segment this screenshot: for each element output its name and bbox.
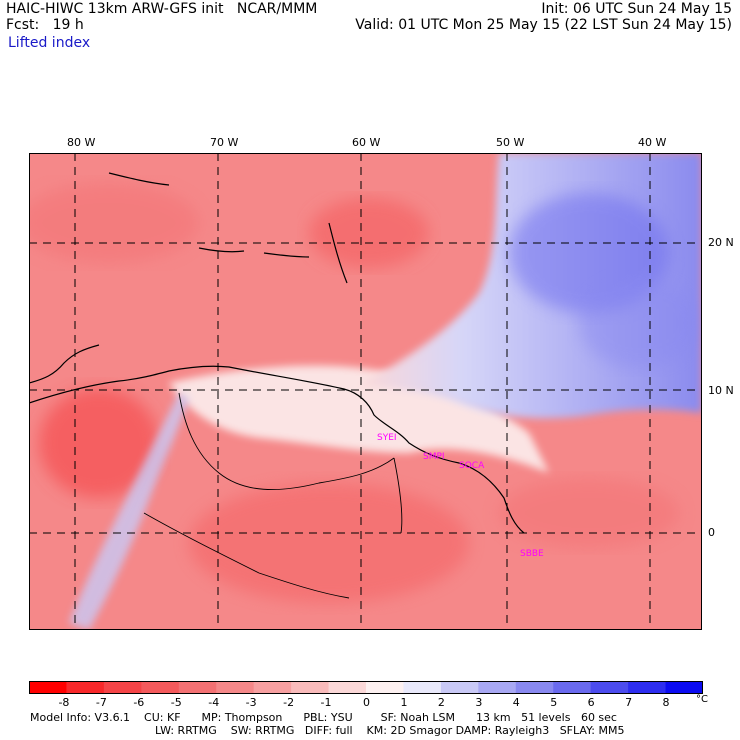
lat-label-10n: 10 N — [708, 384, 734, 397]
init-time: Init: 06 UTC Sun 24 May 15 — [541, 1, 732, 17]
station-label-syei: SYEI — [377, 433, 397, 443]
lat-label-20n: 20 N — [708, 236, 734, 249]
color-scale-tick-label: -6 — [133, 696, 145, 709]
lat-lon-grid — [29, 153, 702, 630]
color-scale-unit: °C — [696, 694, 708, 705]
color-scale-tick-label: 6 — [587, 696, 595, 709]
station-label-smpi: SMPI — [423, 452, 445, 462]
andes-stable-streak — [69, 393, 189, 630]
station-label-soca: SOCA — [459, 461, 485, 471]
color-scale-segment — [328, 681, 367, 694]
field-name: Lifted index — [8, 35, 91, 51]
blue-core-2 — [579, 278, 699, 368]
color-scale-tick-label: -7 — [95, 696, 107, 709]
forecast-hour: Fcst: 19 h — [6, 17, 84, 33]
valid-time: Valid: 01 UTC Mon 25 May 15 (22 LST Sun … — [355, 17, 732, 33]
color-scale-tick-label: 4 — [512, 696, 520, 709]
model-info-line-2: LW: RRTMG SW: RRTMG DIFF: full KM: 2D Sm… — [155, 724, 625, 737]
color-scale-tick-label: 2 — [437, 696, 445, 709]
coastline-south-america — [29, 365, 525, 534]
color-scale-segment — [103, 681, 142, 694]
color-scale-segment — [178, 681, 217, 694]
unstable-patch-brazil-coast — [499, 478, 679, 548]
unstable-patch-caribbean — [309, 198, 429, 268]
color-scale-segment — [216, 681, 255, 694]
lon-label-70w: 70 W — [210, 136, 239, 149]
lon-label-50w: 50 W — [496, 136, 525, 149]
color-scale-tick-label: 3 — [475, 696, 483, 709]
color-scale-tick-label: 7 — [625, 696, 633, 709]
color-scale-segment — [253, 681, 292, 694]
model-info-line-1: Model Info: V3.6.1 CU: KF MP: Thompson P… — [30, 711, 617, 724]
station-label-sbbe: SBBE — [520, 549, 544, 559]
color-scale-tick-label: -5 — [170, 696, 182, 709]
color-scale-segment — [665, 681, 703, 694]
color-scale-segment — [628, 681, 667, 694]
color-scale-segment — [440, 681, 479, 694]
coastline-central-america — [29, 344, 100, 384]
color-scale-tick-label: -3 — [245, 696, 257, 709]
color-scale-segment — [291, 681, 330, 694]
light-band — [169, 365, 549, 473]
color-scale-tick-label: 0 — [363, 696, 370, 709]
color-scale-segment — [478, 681, 517, 694]
color-scale-segment — [29, 681, 67, 694]
color-scale-bar — [29, 681, 703, 694]
lat-label-0: 0 — [708, 526, 715, 539]
color-scale-segment — [515, 681, 554, 694]
unstable-patch-colombia — [39, 388, 159, 498]
color-scale-segment — [403, 681, 442, 694]
country-borders — [143, 392, 403, 599]
unstable-patch-amazon — [189, 483, 469, 603]
color-scale-tick-label: -8 — [58, 696, 70, 709]
color-scale-segment — [66, 681, 105, 694]
color-scale-tick-label: -2 — [283, 696, 295, 709]
lifted-index-map: SYEI SMPI SOCA SBBE — [29, 153, 702, 630]
lon-label-80w: 80 W — [67, 136, 96, 149]
color-scale-tick-label: -4 — [208, 696, 220, 709]
color-scale-tick-label: -1 — [320, 696, 332, 709]
lon-label-60w: 60 W — [352, 136, 381, 149]
color-scale-tick-label: 1 — [400, 696, 408, 709]
color-scale-tick-label: 8 — [662, 696, 670, 709]
color-scale-segment — [590, 681, 629, 694]
color-scale-segment — [141, 681, 180, 694]
caribbean-islands — [108, 172, 348, 284]
lon-label-40w: 40 W — [638, 136, 667, 149]
color-scale-tick-label: 5 — [550, 696, 558, 709]
color-scale-segment — [553, 681, 592, 694]
color-scale-segment — [366, 681, 404, 694]
title-line-1: HAIC-HIWC 13km ARW-GFS init NCAR/MMM — [6, 1, 318, 17]
